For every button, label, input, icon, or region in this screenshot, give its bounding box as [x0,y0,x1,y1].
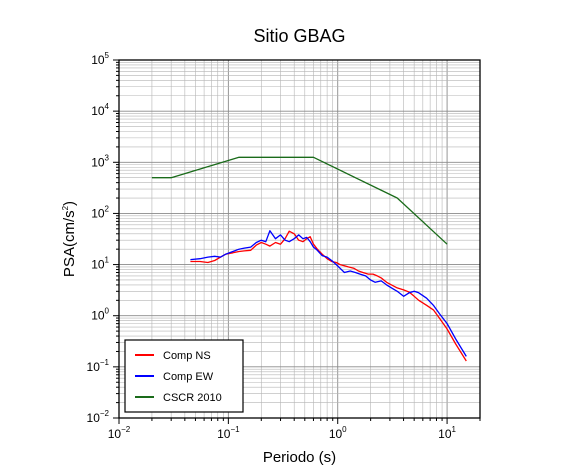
legend: Comp NS Comp EW CSCR 2010 [124,339,244,413]
x-tick-label: 10−1 [217,425,240,441]
y-tick-label: 103 [91,153,109,169]
x-tick-label: 101 [438,425,456,441]
grid-layer [118,59,481,419]
y-tick-label: 104 [91,102,109,118]
y-tick-label: 10−1 [87,358,110,374]
series-layer [151,156,467,362]
series-line-2 [151,156,448,245]
y-tick-label: 100 [91,307,109,323]
x-axis-title: Periodo (s) [263,449,336,466]
y-axis-title-sup: 2 [61,205,70,210]
y-tick-label: 101 [91,256,109,272]
y-axis-title-main: PSA(cm/s [61,210,78,277]
legend-label-2: CSCR 2010 [163,392,222,404]
y-axis-title: PSA(cm/s2) [61,201,78,277]
y-tick-label: 102 [91,204,109,220]
y-axis-title-end: ) [61,201,78,206]
x-tick-label: 100 [329,425,347,441]
series-line-1 [190,230,467,357]
plot-frame [118,59,481,419]
legend-label-1: Comp EW [163,371,214,383]
tick-layer: 10−2 10−1 100 101 10−2 10−1 100 101 102 103 104 105 [87,51,481,441]
chart-title: Sitio GBAG [253,26,345,46]
y-tick-label: 10−2 [87,409,110,425]
legend-label-0: Comp NS [163,350,211,362]
y-tick-label: 105 [91,51,109,67]
x-tick-label: 10−2 [108,425,131,441]
